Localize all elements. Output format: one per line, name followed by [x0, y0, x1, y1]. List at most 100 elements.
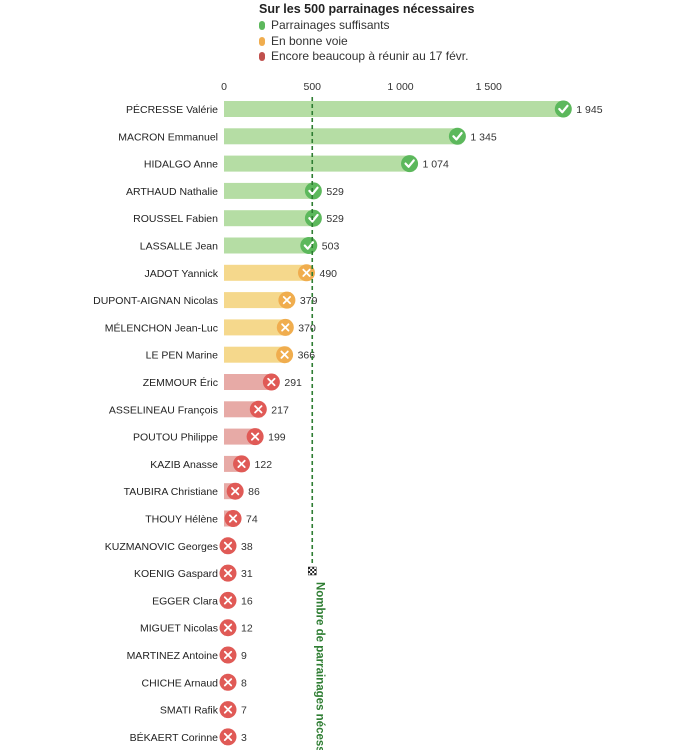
- bar: [224, 237, 313, 254]
- x-tick-label: 0: [221, 81, 227, 93]
- x-tick-label: 1 500: [476, 81, 502, 93]
- candidate-label: ZEMMOUR Éric: [143, 376, 218, 389]
- data-label: 38: [241, 541, 253, 553]
- candidate-label: MARTINEZ Antoine: [127, 650, 219, 662]
- threshold-label: Nombre de parrainages nécessaires: [313, 582, 325, 750]
- candidate-label: THOUY Hélène: [145, 514, 218, 526]
- candidate-label: CHICHE Arnaud: [142, 677, 219, 689]
- cross-mark: [223, 650, 233, 660]
- icon-circle: [304, 182, 322, 200]
- data-label: 122: [255, 459, 273, 471]
- data-label: 291: [284, 377, 302, 389]
- data-label: 379: [300, 295, 318, 307]
- flag-border: [308, 566, 317, 576]
- candidate-label: PÉCRESSE Valérie: [126, 103, 218, 116]
- cross-icon: [224, 510, 242, 527]
- check-icon: [300, 237, 318, 254]
- cross-mark: [223, 541, 233, 550]
- data-label: 1 945: [576, 104, 602, 116]
- cross-icon: [219, 564, 237, 582]
- data-label: 199: [268, 432, 286, 444]
- check-mark: [404, 159, 415, 168]
- cross-icon: [219, 701, 237, 719]
- legend-dot-near: [259, 36, 265, 46]
- candidate-label: EGGER Clara: [152, 595, 218, 607]
- candidate-label: MACRON Emmanuel: [118, 131, 218, 143]
- legend-label-far: Encore beaucoup à réunir au 17 févr.: [271, 49, 469, 63]
- flag-cell: [308, 567, 311, 569]
- legend: Sur les 500 parrainages nécessaires Parr…: [259, 2, 474, 65]
- cross-mark: [281, 323, 290, 332]
- legend-item-far: Encore beaucoup à réunir au 17 févr.: [259, 49, 474, 65]
- data-label: 8: [241, 677, 247, 689]
- data-label: 7: [241, 705, 247, 717]
- flag-cell: [310, 571, 313, 573]
- flag-cell: [310, 567, 313, 569]
- cross-mark: [228, 514, 238, 523]
- cross-mark: [223, 678, 233, 687]
- check-icon: [304, 182, 322, 200]
- icon-circle: [300, 237, 318, 254]
- x-tick-label: 1 000: [387, 81, 413, 93]
- data-label: 529: [326, 186, 344, 198]
- candidate-label: POUTOU Philippe: [133, 432, 218, 444]
- candidate-label: BÉKAERT Corinne: [130, 731, 218, 744]
- candidate-label: JADOT Yannick: [144, 268, 218, 280]
- cross-icon: [246, 428, 264, 446]
- bar: [224, 182, 318, 199]
- cross-mark: [223, 705, 233, 714]
- data-label: 74: [246, 514, 258, 526]
- cross-icon: [219, 591, 237, 609]
- candidate-label: LE PEN Marine: [146, 350, 219, 362]
- data-label: 1 345: [470, 131, 496, 143]
- data-label: 217: [271, 404, 289, 416]
- flag-cell: [312, 571, 315, 573]
- check-icon: [401, 155, 419, 173]
- bar: [224, 155, 414, 172]
- legend-dot-far: [259, 52, 265, 62]
- check-mark: [303, 241, 315, 250]
- flag-cell: [314, 571, 317, 573]
- check-mark: [558, 104, 569, 114]
- flag-cell: [308, 573, 311, 575]
- flag-cell: [314, 573, 317, 575]
- cross-mark: [223, 732, 233, 741]
- data-label: 503: [322, 241, 340, 253]
- cross-icon: [262, 373, 280, 391]
- flag-cell: [312, 569, 315, 571]
- candidate-label: TAUBIRA Christiane: [124, 486, 218, 498]
- cross-mark: [282, 296, 291, 305]
- legend-item-near: En bonne voie: [259, 34, 474, 50]
- candidate-label: KAZIB Anasse: [150, 459, 218, 471]
- legend-title: Sur les 500 parrainages nécessaires: [259, 2, 475, 16]
- candidate-label: MIGUET Nicolas: [140, 623, 218, 635]
- cross-mark: [302, 268, 311, 277]
- legend-label-ok: Parrainages suffisants: [271, 18, 390, 32]
- check-mark: [308, 186, 319, 196]
- bar: [224, 319, 290, 336]
- data-label: 490: [319, 268, 337, 280]
- finish-flag-icon: [308, 566, 317, 576]
- candidate-label: LASSALLE Jean: [140, 241, 218, 253]
- cross-icon: [219, 537, 237, 555]
- cross-mark: [254, 405, 263, 414]
- cross-icon: [249, 400, 267, 418]
- cross-mark: [267, 377, 276, 387]
- cross-mark: [237, 459, 246, 468]
- data-label: 370: [298, 322, 316, 334]
- flag-cell: [314, 569, 317, 571]
- bar: [224, 292, 291, 309]
- bar: [224, 128, 462, 145]
- data-label: 12: [241, 623, 253, 635]
- data-label: 366: [298, 350, 316, 362]
- check-icon: [554, 100, 572, 118]
- data-label: 86: [248, 486, 260, 498]
- bar: [224, 346, 289, 363]
- icon-circle: [401, 155, 419, 173]
- legend-dot-ok: [259, 21, 265, 31]
- cross-icon: [219, 619, 237, 637]
- legend-label-near: En bonne voie: [271, 33, 348, 48]
- x-tick-label: 500: [303, 81, 321, 93]
- cross-mark: [223, 596, 233, 605]
- cross-mark: [223, 569, 233, 578]
